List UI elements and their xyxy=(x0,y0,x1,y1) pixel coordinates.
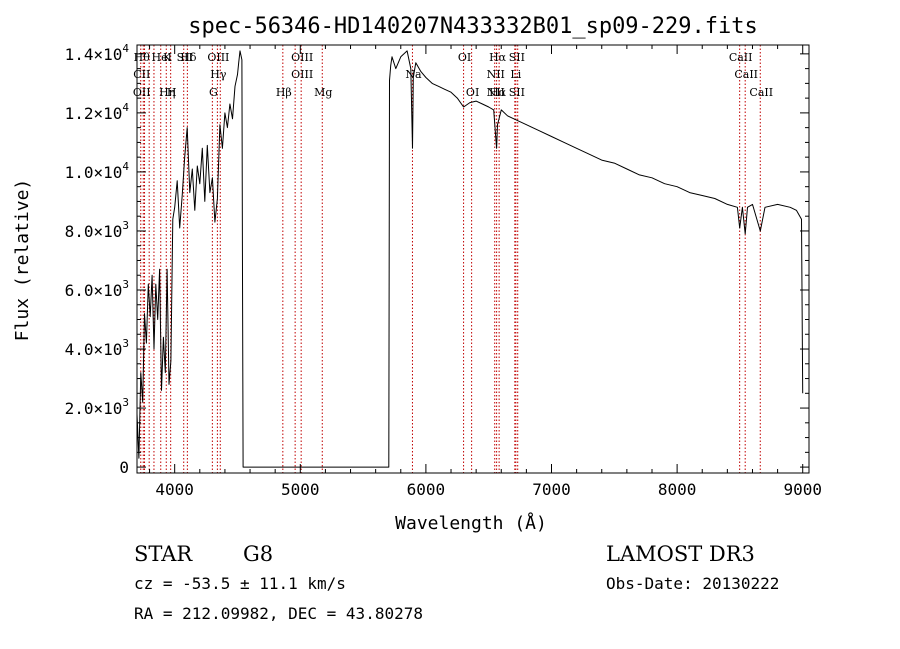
line-label: SII xyxy=(177,51,193,64)
line-label: OI xyxy=(466,86,479,99)
plot-frame xyxy=(136,44,810,474)
line-label: Hα xyxy=(489,51,507,64)
x-tick-label: 6000 xyxy=(407,480,446,499)
line-label: SII xyxy=(509,86,525,99)
line-label: Hθ xyxy=(134,51,151,64)
y-tick-label: 6.0×103 xyxy=(65,278,129,300)
y-tick-exponent: 4 xyxy=(122,42,129,55)
y-tick-label: 2.0×103 xyxy=(65,396,129,418)
line-label: CaII xyxy=(734,68,758,81)
line-label: K xyxy=(163,51,172,64)
line-label: NII xyxy=(487,68,505,81)
line-label: Li xyxy=(510,68,521,81)
line-label: OIII xyxy=(291,51,313,64)
line-label: H xyxy=(167,86,177,99)
line-label: CaII xyxy=(729,51,753,64)
x-tick-label: 9000 xyxy=(783,480,822,499)
line-label: CII xyxy=(133,68,150,81)
y-tick-label: 1.4×104 xyxy=(65,42,130,64)
y-tick-label: 1.0×104 xyxy=(65,160,130,182)
line-label: OI xyxy=(458,51,471,64)
x-tick-label: 8000 xyxy=(658,480,697,499)
line-label: CaII xyxy=(749,86,773,99)
line-label: OIII xyxy=(207,51,229,64)
series-layer xyxy=(136,50,804,468)
spectral-line-markers xyxy=(140,45,761,473)
line-label: Hη xyxy=(159,86,175,99)
y-tick-label: 0 xyxy=(119,458,129,477)
object-class: STAR xyxy=(134,542,193,566)
y-tick-exponent: 3 xyxy=(122,219,129,232)
y-axis-label: Flux (relative) xyxy=(12,179,33,342)
line-label: Hγ xyxy=(210,68,227,81)
y-tick-label: 1.2×104 xyxy=(65,101,130,123)
y-tick-exponent: 3 xyxy=(122,278,129,291)
y-tick-label: 8.0×103 xyxy=(65,219,129,241)
y-tick-exponent: 4 xyxy=(122,160,129,173)
line-label: NII xyxy=(487,86,505,99)
line-label: Mg xyxy=(314,86,332,99)
object-subclass: G8 xyxy=(243,542,273,566)
spectrum-line xyxy=(136,50,804,468)
line-label: HeI xyxy=(152,51,172,64)
line-label: Hβ xyxy=(276,86,292,99)
y-tick-exponent: 3 xyxy=(122,396,129,409)
line-label: OIII xyxy=(291,68,313,81)
line-label: SII xyxy=(509,51,525,64)
observation-date: Obs-Date: 20130222 xyxy=(606,574,779,593)
x-tick-label: 4000 xyxy=(155,480,194,499)
spectral-line-labels: HθCIIOIIHeIKHηHSIIHδGOIIIHγHβOIIIOIIIMgN… xyxy=(133,51,773,99)
line-label: Hδ xyxy=(180,51,197,64)
line-label: Hα xyxy=(489,86,507,99)
x-tick-label: 7000 xyxy=(532,480,571,499)
redshift-cz: cz = -53.5 ± 11.1 km/s xyxy=(134,574,346,593)
y-tick-exponent: 3 xyxy=(122,337,129,350)
x-axis-label: Wavelength (Å) xyxy=(395,512,547,534)
coordinates-ra-dec: RA = 212.09982, DEC = 43.80278 xyxy=(134,604,423,623)
chart-title: spec-56346-HD140207N433332B01_sp09-229.f… xyxy=(188,14,758,39)
line-label: G xyxy=(209,86,218,99)
y-tick-label: 4.0×103 xyxy=(65,337,129,359)
x-axis-ticks: 4000 5000 6000 7000 8000 9000 xyxy=(149,45,822,499)
line-label: OII xyxy=(133,86,151,99)
y-tick-exponent: 4 xyxy=(122,101,129,114)
x-tick-label: 5000 xyxy=(281,480,320,499)
survey-name: LAMOST DR3 xyxy=(606,542,755,566)
y-axis-ticks: 0 2.0×103 4.0×103 6.0×103 8.0×103 1.0×104 1.2×… xyxy=(65,42,809,477)
